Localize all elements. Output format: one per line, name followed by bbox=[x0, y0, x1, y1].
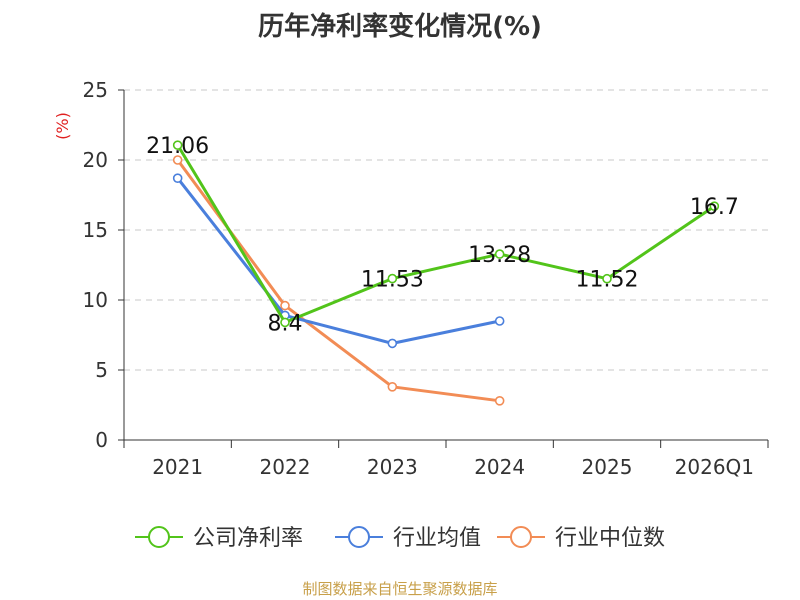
chart-title: 历年净利率变化情况(%) bbox=[258, 12, 542, 42]
legend-label: 行业均值 bbox=[393, 526, 481, 551]
y-tick-label: 20 bbox=[83, 148, 108, 172]
data-point bbox=[172, 155, 183, 165]
series-line bbox=[176, 144, 716, 324]
y-tick-label: 25 bbox=[83, 78, 108, 102]
x-tick-label: 2025 bbox=[582, 455, 633, 479]
x-tick-label: 2023 bbox=[367, 455, 418, 479]
y-tick-label: 0 bbox=[95, 428, 108, 452]
y-axis-label: (%) bbox=[53, 112, 72, 140]
data-point bbox=[494, 249, 505, 259]
data-point bbox=[387, 381, 398, 392]
data-point bbox=[602, 273, 612, 284]
data-label: 11.52 bbox=[576, 268, 639, 293]
legend-item: 公司净利率 bbox=[135, 526, 303, 551]
data-label: 13.28 bbox=[468, 243, 531, 268]
data-label: 11.53 bbox=[361, 268, 424, 293]
grid-lines bbox=[124, 89, 768, 371]
data-point bbox=[494, 316, 505, 326]
data-point bbox=[172, 140, 183, 150]
data-label: 16.7 bbox=[690, 195, 739, 220]
legend-item: 行业中位数 bbox=[497, 526, 665, 551]
legend-marker bbox=[148, 526, 170, 548]
data-point bbox=[387, 338, 398, 349]
data-label: 21.06 bbox=[146, 134, 209, 159]
series-layer bbox=[172, 140, 720, 406]
y-tick-label: 15 bbox=[83, 218, 108, 242]
data-point bbox=[280, 300, 290, 311]
legend-item: 行业均值 bbox=[335, 526, 481, 551]
legend-label: 公司净利率 bbox=[193, 526, 303, 551]
legend: 公司净利率 行业均值 行业中位数 bbox=[135, 526, 665, 551]
data-point bbox=[280, 317, 290, 328]
data-point bbox=[709, 201, 720, 211]
source-note: 制图数据来自恒生聚源数据库 bbox=[302, 580, 498, 598]
legend-marker bbox=[510, 526, 532, 548]
legend-label: 行业中位数 bbox=[555, 526, 665, 551]
series-line bbox=[176, 177, 500, 345]
x-tick-label: 2024 bbox=[474, 455, 525, 479]
legend-marker bbox=[348, 526, 370, 548]
data-point bbox=[494, 395, 505, 406]
series-line bbox=[176, 159, 500, 403]
data-point bbox=[172, 173, 183, 183]
data-labels: 21.06 8.4 11.53 13.28 11.52 16.7 bbox=[146, 134, 739, 336]
x-tick-label: 2026Q1 bbox=[675, 455, 754, 479]
x-tick-label: 2021 bbox=[152, 455, 203, 479]
x-tick-label: 2022 bbox=[260, 455, 311, 479]
y-tick-label: 10 bbox=[83, 288, 108, 312]
data-point bbox=[387, 273, 398, 284]
y-tick-label: 5 bbox=[95, 358, 108, 382]
data-label: 8.4 bbox=[268, 311, 303, 336]
